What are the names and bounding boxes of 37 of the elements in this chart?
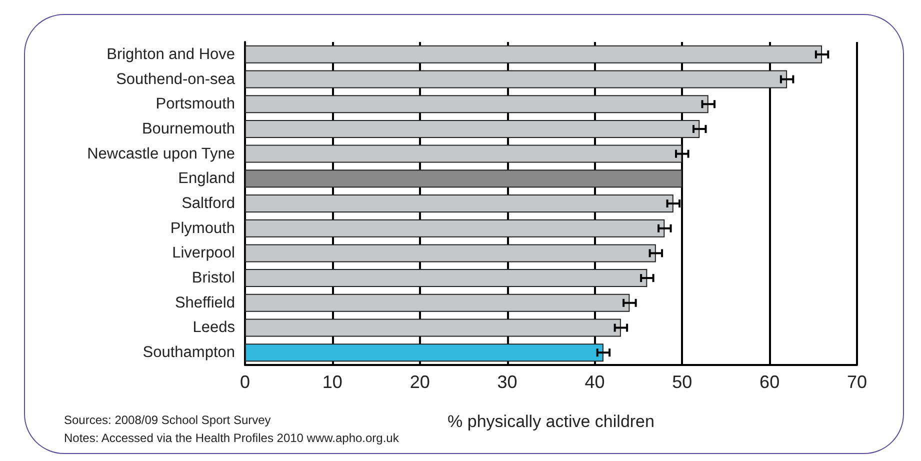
y-tick-label: Leeds <box>192 319 236 336</box>
text: Notes: Accessed via the Health Profiles 2010 www.apho.org.uk <box>64 431 400 445</box>
bar <box>245 294 630 312</box>
bar <box>245 120 700 138</box>
x-tick-label: 50 <box>672 372 692 392</box>
y-tick-label: Liverpool <box>172 244 235 262</box>
source-note: Sources: 2008/09 School Sport Survey <box>64 413 271 427</box>
x-tick-label: 40 <box>584 372 605 392</box>
y-tick-label: Brighton and Hove <box>106 46 235 63</box>
y-tick-label: Bristol <box>192 270 235 287</box>
y-tick-label: Saltford <box>182 195 235 212</box>
bar <box>245 95 708 114</box>
y-tick-label: Bournemouth <box>142 120 235 138</box>
y-tick-label: Sheffield <box>174 294 235 312</box>
bar <box>245 244 656 262</box>
y-tick-label: Plymouth <box>170 220 235 237</box>
bar <box>245 170 682 188</box>
bar <box>245 194 674 212</box>
bar <box>245 269 648 288</box>
x-tick-label: 10 <box>322 372 342 392</box>
x-tick-label: 70 <box>846 372 868 392</box>
x-tick-label: 30 <box>497 372 518 392</box>
y-tick-label: Portsmouth <box>156 96 235 113</box>
bar <box>245 219 665 238</box>
x-axis-title: % physically active children <box>448 412 654 431</box>
bar <box>245 318 621 337</box>
bar <box>245 70 788 88</box>
bar <box>245 344 604 362</box>
y-tick-label: Southampton <box>142 344 235 362</box>
y-tick-label: England <box>178 170 235 188</box>
y-tick-label: Newcastle upon Tyne <box>87 145 235 162</box>
x-tick-label: 0 <box>240 372 250 392</box>
y-tick-label: Southend-on-sea <box>116 70 236 88</box>
bar <box>245 45 822 64</box>
x-tick-label: 60 <box>760 372 780 392</box>
x-tick-label: 20 <box>410 372 430 392</box>
bar <box>245 144 682 163</box>
